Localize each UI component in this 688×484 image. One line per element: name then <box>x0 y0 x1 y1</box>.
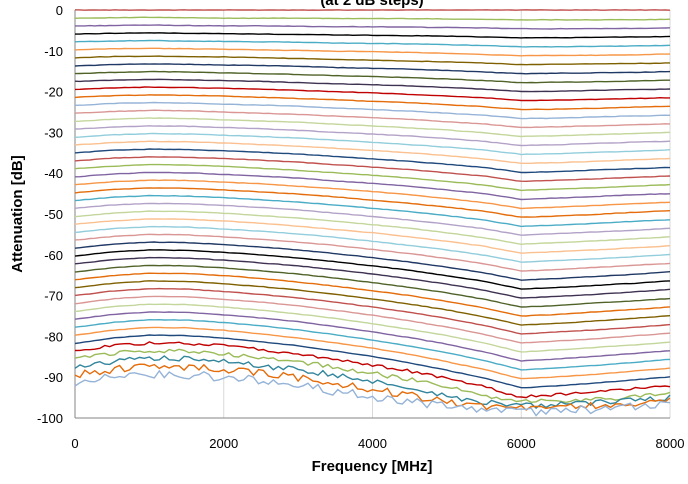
y-tick-label: -10 <box>44 44 63 59</box>
vertical-gridlines <box>223 10 671 418</box>
series-line <box>74 140 671 165</box>
series-line <box>74 318 671 371</box>
series-line <box>74 369 671 417</box>
series-line <box>74 179 671 210</box>
series-line <box>74 218 671 254</box>
x-tick-label: 0 <box>71 436 78 451</box>
series-line <box>74 287 671 335</box>
y-tick-label: -100 <box>37 411 63 426</box>
y-tick-label: -60 <box>44 248 63 263</box>
series-line <box>74 101 671 120</box>
series-line <box>74 233 671 272</box>
series-line <box>74 202 671 236</box>
y-tick-label: -20 <box>44 85 63 100</box>
series-line <box>74 334 671 389</box>
series-line <box>74 148 671 174</box>
series-line <box>74 194 671 228</box>
series-line <box>74 311 671 362</box>
series-line <box>74 241 671 281</box>
series-line <box>74 16 671 21</box>
series-line <box>74 225 671 263</box>
y-tick-label: -30 <box>44 125 63 140</box>
series-line <box>74 55 670 66</box>
series-line <box>74 63 671 75</box>
x-tick-labels: 0 2000 4000 6000 8000 <box>71 436 684 451</box>
y-tick-label: -70 <box>44 289 63 304</box>
series-line <box>74 163 671 192</box>
series-line <box>74 341 671 399</box>
series-line <box>74 70 670 84</box>
y-axis-title: Attenuation [dB] <box>9 155 26 272</box>
x-tick-label: 2000 <box>209 436 238 451</box>
y-tick-labels: 0 -10 -20 -30 -40 -50 -60 -70 -80 -90 -100 <box>37 3 63 426</box>
chart-title: (at 2 dB steps) <box>320 0 423 9</box>
series-line <box>75 32 671 39</box>
series-line <box>74 39 671 48</box>
series-line <box>75 24 671 30</box>
series-line <box>74 256 671 299</box>
series-line <box>74 295 671 344</box>
series-line <box>74 109 671 129</box>
series-line <box>74 132 671 156</box>
series-line <box>74 264 671 308</box>
y-tick-label: -50 <box>44 207 63 222</box>
x-axis-title: Frequency [MHz] <box>312 458 433 475</box>
series-line <box>74 156 671 183</box>
series-line <box>74 78 671 93</box>
series-line <box>74 125 671 147</box>
series-line <box>74 94 671 111</box>
series-line <box>74 363 671 411</box>
series-line <box>74 272 671 317</box>
series-line <box>74 47 670 57</box>
x-tick-label: 6000 <box>507 436 536 451</box>
y-tick-label: -40 <box>44 166 63 181</box>
series-line <box>74 326 671 380</box>
series-line <box>74 171 671 201</box>
series-line <box>74 187 671 218</box>
x-tick-label: 4000 <box>358 436 387 451</box>
y-tick-label: -90 <box>44 370 63 385</box>
series-line <box>74 249 671 290</box>
series-line <box>74 86 670 102</box>
series-line <box>74 117 671 138</box>
series-line <box>74 210 671 246</box>
y-tick-label: 0 <box>56 3 63 18</box>
series-line <box>74 348 671 404</box>
x-tick-label: 8000 <box>656 436 685 451</box>
series-line <box>74 303 671 353</box>
y-tick-label: -80 <box>44 329 63 344</box>
series-line <box>74 280 671 326</box>
data-series <box>74 9 671 417</box>
